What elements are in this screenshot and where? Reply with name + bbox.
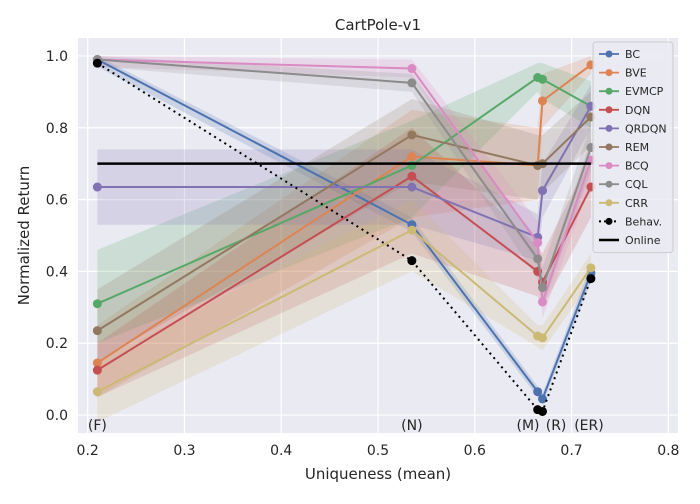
data-point: [407, 64, 417, 74]
confidence-band: [97, 127, 591, 398]
point-labels: (F) (N) (M) (R) (ER): [88, 418, 604, 434]
legend-label: Behav.: [625, 215, 662, 228]
data-point: [407, 171, 417, 181]
data-point: [407, 78, 417, 88]
data-point: [407, 160, 417, 170]
legend-label: CRR: [625, 197, 648, 210]
x-tick-label: 0.7: [560, 443, 582, 459]
data-point: [538, 394, 548, 404]
legend-marker: [605, 199, 613, 207]
x-axis-label: Uniqueness (mean): [305, 465, 451, 483]
data-point: [92, 358, 102, 368]
legend-marker: [605, 50, 613, 58]
data-point: [407, 152, 417, 161]
legend-label: DQN: [625, 104, 650, 117]
x-tick-label: 0.6: [464, 443, 486, 459]
series-lines: [92, 55, 596, 416]
behavior-point: [538, 406, 548, 416]
tick-labels: 0.2 0.3 0.4 0.5 0.6 0.7 0.8 0.0 0.2 0.4 0.6 0.8 1.0: [46, 49, 680, 459]
y-tick-label: 0.0: [46, 408, 68, 424]
legend-label: QRDQN: [625, 122, 667, 135]
legend-marker: [605, 180, 613, 188]
legend-marker: [605, 162, 613, 170]
behavior-point: [407, 256, 417, 266]
legend-label: REM: [625, 141, 649, 154]
confidence-band: [97, 199, 591, 423]
data-point: [538, 283, 548, 293]
dataset-label: (ER): [574, 418, 604, 434]
confidence-band: [97, 84, 591, 261]
data-point: [586, 263, 596, 273]
behavior-point: [92, 58, 102, 68]
legend-marker: [605, 69, 613, 77]
y-axis-label: Normalized Return: [15, 166, 33, 306]
data-point: [407, 225, 417, 235]
legend: BC BVE EVMCP DQN QRDQN REM BCQ CQL CRR Behav. Onli…: [592, 41, 674, 254]
confidence-band: [97, 55, 591, 398]
behavior-line: [96, 62, 592, 413]
legend-label: BCQ: [625, 160, 649, 173]
data-point: [92, 326, 102, 336]
dataset-label: (N): [401, 418, 422, 434]
legend-marker: [605, 87, 613, 95]
y-tick-label: 0.2: [46, 336, 68, 352]
y-tick-label: 0.8: [46, 121, 68, 137]
data-point: [92, 365, 102, 375]
x-tick-label: 0.5: [367, 443, 389, 459]
legend-box: [592, 41, 674, 254]
legend-marker: [605, 106, 613, 114]
dataset-label: (R): [546, 418, 567, 434]
legend-label: EVMCP: [625, 85, 664, 98]
data-point: [407, 182, 417, 192]
x-tick-label: 0.8: [657, 443, 679, 459]
data-point: [538, 74, 548, 84]
chart-title: CartPole-v1: [335, 16, 421, 34]
data-point: [533, 238, 543, 248]
x-tick-label: 0.4: [270, 443, 292, 459]
y-tick-label: 1.0: [46, 49, 68, 65]
legend-label: Online: [625, 234, 661, 247]
data-point: [533, 254, 543, 264]
legend-label: BVE: [625, 67, 647, 80]
x-tick-label: 0.3: [173, 443, 195, 459]
dataset-label: (F): [88, 418, 107, 434]
behavior-point: [586, 274, 596, 284]
data-point: [538, 333, 548, 343]
dataset-label: (M): [516, 418, 539, 434]
data-point: [533, 387, 543, 397]
data-point: [92, 182, 102, 192]
data-point: [92, 387, 102, 397]
y-tick-label: 0.4: [46, 264, 68, 280]
legend-marker: [605, 143, 613, 151]
legend-marker: [605, 124, 613, 132]
confidence-band: [97, 55, 591, 405]
data-point: [538, 96, 548, 106]
data-point: [407, 130, 417, 140]
x-tick-label: 0.2: [77, 443, 99, 459]
legend-marker: [605, 217, 613, 225]
legend-label: CQL: [625, 178, 648, 191]
y-tick-label: 0.6: [46, 193, 68, 209]
data-point: [538, 186, 548, 196]
data-point: [92, 299, 102, 309]
data-point: [538, 297, 548, 307]
legend-label: BC: [625, 48, 640, 61]
confidence-band: [97, 63, 591, 344]
